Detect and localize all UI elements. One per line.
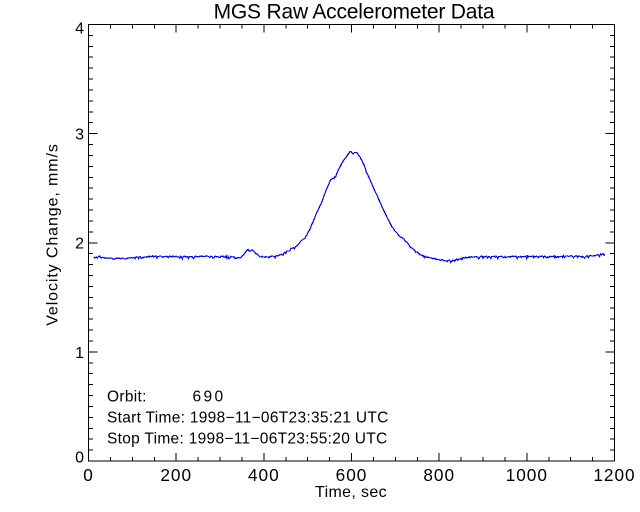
svg-text:200: 200 [160,465,192,485]
svg-text:2: 2 [75,236,84,253]
svg-text:690: 690 [193,389,226,406]
svg-text:600: 600 [336,465,368,485]
svg-text:Orbit:: Orbit: [107,389,147,406]
svg-text:Velocity Change, mm/s: Velocity Change, mm/s [45,143,62,326]
svg-text:MGS Raw Accelerometer Data: MGS Raw Accelerometer Data [214,1,495,24]
svg-text:0: 0 [75,450,84,467]
svg-text:4: 4 [75,21,84,38]
svg-text:800: 800 [423,465,455,485]
svg-text:1000: 1000 [506,465,548,485]
svg-text:0: 0 [83,465,94,485]
svg-text:1200: 1200 [593,465,635,485]
svg-text:Time, sec: Time, sec [315,484,387,501]
svg-text:3: 3 [75,126,84,143]
svg-text:Stop Time: 1998−11−06T23:55:20: Stop Time: 1998−11−06T23:55:20 UTC [107,431,387,448]
svg-text:1: 1 [75,345,84,362]
svg-text:400: 400 [248,465,280,485]
svg-text:Start Time: 1998−11−06T23:35:2: Start Time: 1998−11−06T23:35:21 UTC [107,410,389,427]
